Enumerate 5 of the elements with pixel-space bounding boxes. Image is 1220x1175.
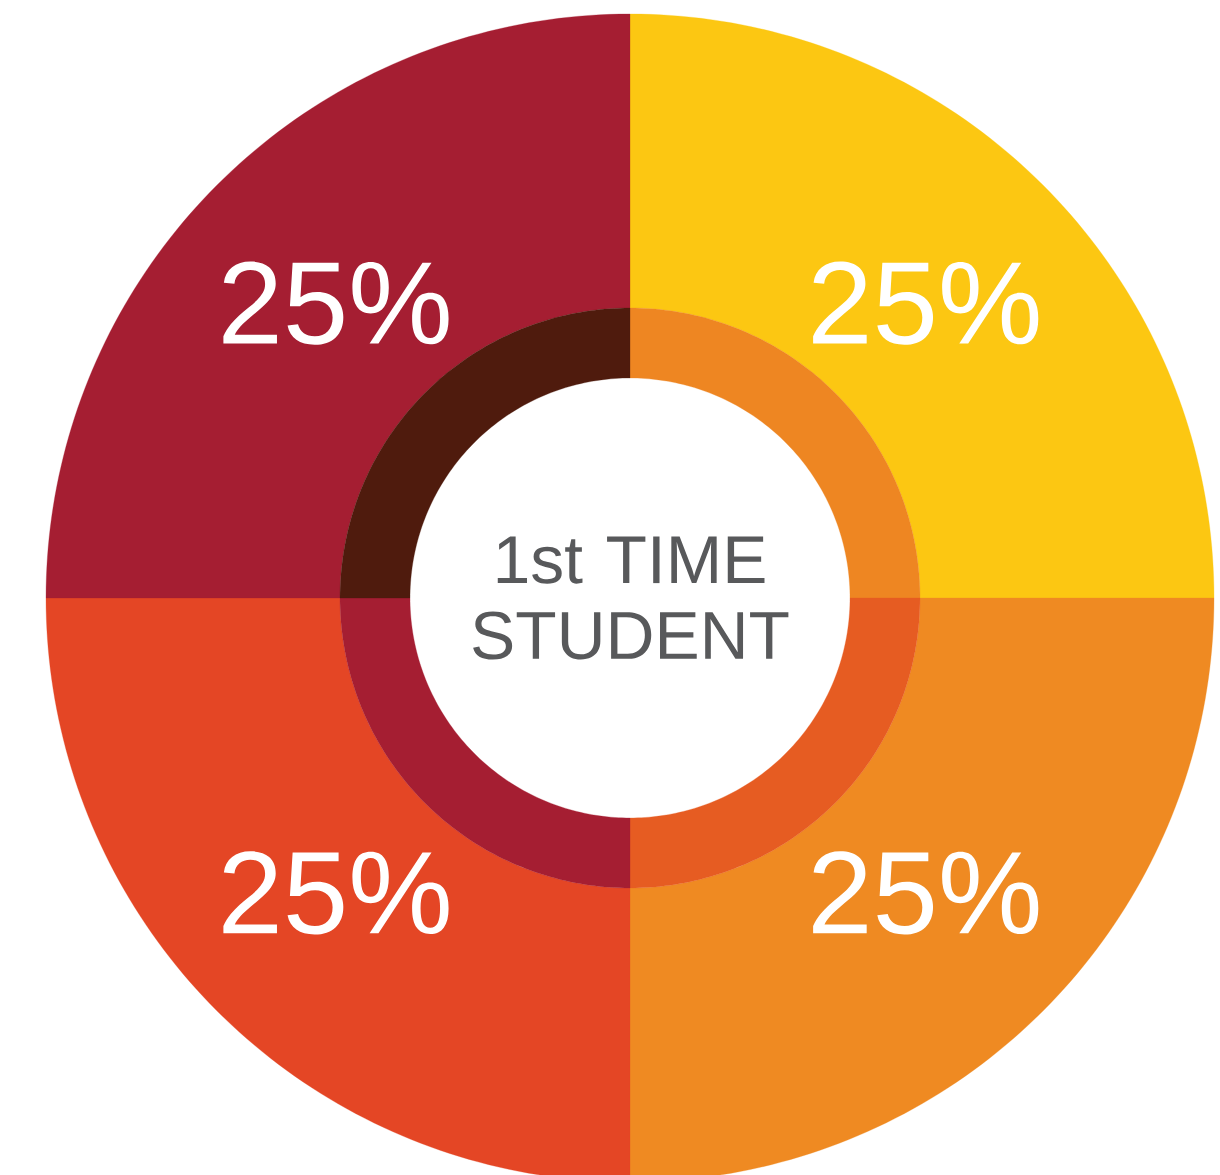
data-label: 25% (813, 261, 1039, 345)
data-label: 25% (223, 261, 449, 345)
text: 1st TIME STUDENT (473, 536, 789, 660)
data-label: 25% (813, 851, 1039, 935)
data-label: 25% (223, 851, 449, 935)
